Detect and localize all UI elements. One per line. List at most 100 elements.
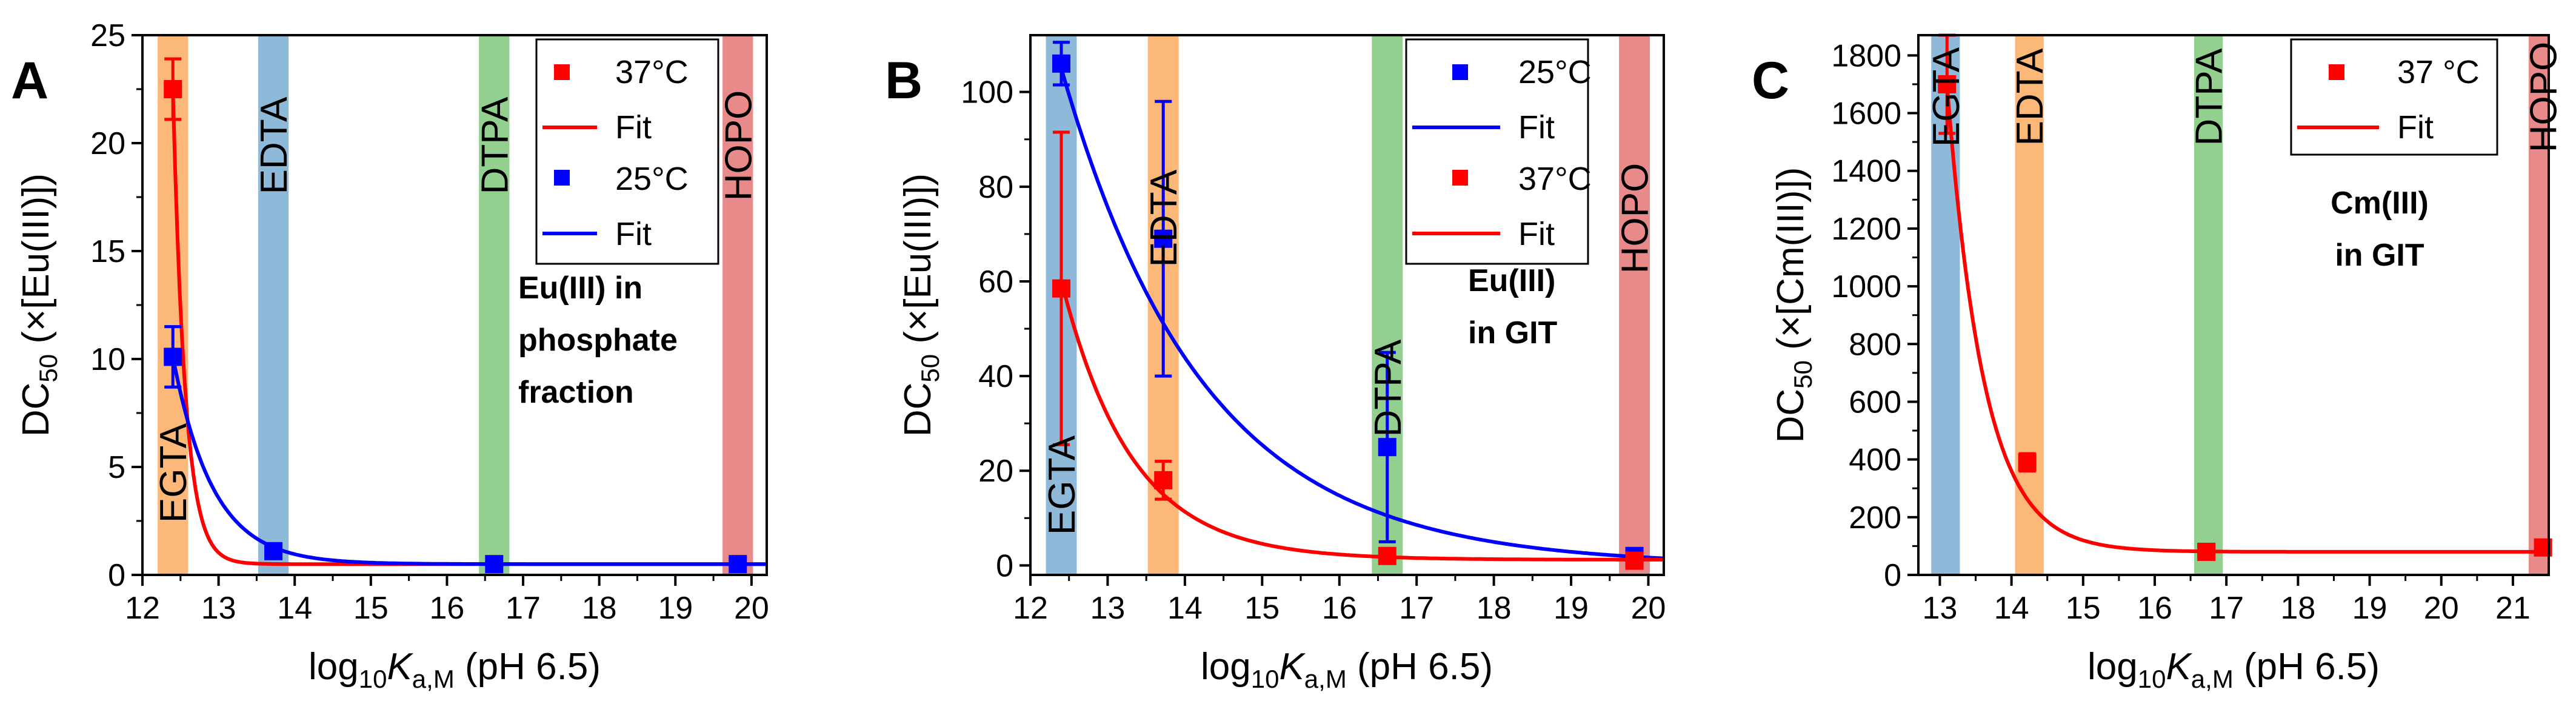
panel-a-band-label-dtpa: DTPA (474, 96, 516, 194)
panel-a-y-tick-label: 20 (90, 126, 125, 161)
panel-c-bands (1931, 35, 2549, 575)
panel-c-x-tick-label: 13 (1923, 591, 1958, 626)
panel-c-band-label-hopo: HOPO (2523, 42, 2565, 153)
panel-b-label: B (885, 52, 923, 110)
panel-c-x-tick-label: 16 (2137, 591, 2172, 626)
panel-a-x-tick-label: 14 (277, 591, 312, 626)
panel-a-legend-text-fit-2: Fit (615, 216, 652, 252)
panel-b-y-tick-label: 60 (978, 264, 1013, 300)
panel-c-band-label-edta: EDTA (2009, 48, 2051, 146)
panel-c-y-tick-label: 800 (1849, 327, 1901, 362)
panel-c-x-tick-label: 21 (2495, 591, 2531, 626)
panel-b-annotation-line-2: in GIT (1468, 315, 1558, 351)
panel-b: 12 13 14 15 16 17 18 19 20 0 20 40 60 80 100 EGTA EDTA D… (885, 34, 1666, 693)
panel-c-y-axis-title: DC50 (×[Cm(III)]) (1770, 167, 1817, 443)
panel-c-x-tick-label: 20 (2424, 591, 2459, 626)
panel-b-legend-frame (1405, 38, 1589, 265)
panel-a-band-label-edta: EDTA (253, 96, 295, 194)
panel-c-plot-frame (1917, 34, 2550, 576)
panel-b-band-label-egta: EGTA (1041, 435, 1083, 535)
panel-a-legend-text-fit-1: Fit (615, 109, 652, 146)
panel-a-label: A (11, 52, 48, 110)
panel-c-band-label-dtpa: DTPA (2189, 48, 2231, 146)
panel-b-x-tick-label: 15 (1244, 591, 1280, 626)
panel-b-y-tick-label: 40 (978, 359, 1013, 394)
panel-c-fits (1945, 84, 2549, 554)
panel-c-x-tick-label: 18 (2280, 591, 2315, 626)
panel-b-x-tick-label: 18 (1477, 591, 1512, 626)
panel-b-axes: 12 13 14 15 16 17 18 19 20 0 20 40 60 80 100 (961, 75, 1666, 626)
panel-c-x-tick-label: 15 (2066, 591, 2101, 626)
panel-b-y-tick-label: 0 (996, 548, 1013, 583)
panel-b-data-point-25c (1052, 54, 1070, 73)
panel-b-band-labels: EGTA EDTA DTPA HOPO (1041, 163, 1657, 535)
panel-a-x-tick-label: 12 (125, 591, 160, 626)
panel-b-plot-frame (1029, 34, 1665, 576)
panel-b-legend: 25°C Fit 37°C Fit (1405, 38, 1592, 265)
panel-b-x-tick-label: 16 (1322, 591, 1357, 626)
panel-a-data-point-25c (729, 555, 747, 574)
panel-a-legend-text-37c: 37°C (615, 54, 689, 90)
panel-a-legend-text-25c: 25°C (615, 161, 689, 197)
panel-a-band-label-hopo: HOPO (718, 90, 759, 201)
panel-c-legend-frame (2290, 38, 2498, 156)
panel-b-data-point-25c (1154, 229, 1173, 248)
panel-b-legend-text-25c: 25°C (1518, 54, 1592, 90)
panel-a-y-tick-label: 0 (108, 558, 125, 593)
panel-b-y-tick-label: 100 (961, 75, 1013, 110)
panel-a-legend: 37°C Fit 25°C Fit (535, 38, 719, 265)
panel-a-x-axis-title: log10Ka,M (pH 6.5) (309, 646, 601, 693)
panel-c-data-point-37c (2197, 542, 2216, 561)
panel-c-x-tick-label: 19 (2352, 591, 2387, 626)
panel-c-band-labels: EGTA EDTA DTPA HOPO (1926, 42, 2565, 153)
panel-c-legend: 37 °C Fit (2290, 38, 2498, 156)
panel-b-x-tick-label: 14 (1167, 591, 1203, 626)
panel-a-y-tick-label: 10 (90, 342, 125, 377)
panel-b-x-tick-label: 13 (1090, 591, 1126, 626)
panel-c-data-point-37c (1938, 75, 1957, 93)
panel-b-points (1052, 41, 1644, 570)
panel-a-y-tick-label: 25 (90, 18, 125, 53)
panel-c-y-tick-label: 0 (1884, 558, 1901, 593)
panel-c-label: C (1752, 52, 1789, 110)
panel-c-annotation-line-1: Cm(III) (2331, 186, 2429, 221)
panel-b-legend-text-37c: 37°C (1518, 161, 1592, 197)
panel-b-data-point-37c (1625, 551, 1644, 570)
panel-c-legend-text-37c: 37 °C (2397, 54, 2480, 90)
panel-a-y-tick-label: 15 (90, 234, 125, 269)
panel-b-x-tick-label: 17 (1399, 591, 1434, 626)
panel-c-band-dtpa (2194, 35, 2223, 575)
panel-c-x-axis-title: log10Ka,M (pH 6.5) (2087, 646, 2380, 693)
panel-b-data-point-37c (1378, 546, 1396, 565)
panel-c-fit-line-37c (1945, 84, 2549, 554)
panel-b-data-point-37c (1052, 279, 1070, 298)
panel-a-data-point-25c (264, 542, 283, 560)
panel-c-y-tick-label: 200 (1849, 500, 1901, 535)
panel-a-x-tick-label: 16 (430, 591, 465, 626)
panel-a-x-tick-label: 13 (201, 591, 236, 626)
panel-c-y-tick-label: 1600 (1831, 96, 1901, 132)
panel-c-y-tick-label: 1200 (1831, 212, 1901, 247)
panel-a-annotation-line-1: Eu(III) in (518, 270, 642, 306)
panel-a-annotation-line-2: phosphate (518, 323, 678, 358)
panel-c-y-tick-label: 1800 (1831, 38, 1901, 73)
panel-b-band-label-hopo: HOPO (1615, 163, 1657, 274)
panel-a-legend-marker-37c (554, 64, 570, 80)
panel-c-data-point-37c (2018, 453, 2037, 472)
panel-a-annotation-line-3: fraction (518, 375, 634, 410)
panel-a-points (164, 57, 747, 574)
panel-b-data-point-25c (1378, 438, 1396, 457)
panel-a-x-tick-label: 19 (658, 591, 693, 626)
panel-b-band-label-edta: EDTA (1143, 169, 1185, 267)
panel-a-band-label-egta: EGTA (153, 423, 195, 523)
panel-a: 12 13 14 15 16 17 18 19 20 0 5 10 15 20 25 EGTA EDTA DTP… (11, 18, 769, 693)
panel-c-y-tick-label: 1400 (1831, 154, 1901, 189)
panel-b-band-label-dtpa: DTPA (1367, 339, 1409, 437)
panel-b-x-tick-label: 20 (1631, 591, 1666, 626)
panel-a-y-tick-label: 5 (108, 450, 125, 485)
panel-c-y-tick-label: 400 (1849, 443, 1901, 478)
panel-b-data-point-37c (1154, 471, 1173, 489)
panel-a-y-axis-title: DC50 (×[Eu(III)]) (15, 173, 62, 437)
panel-a-data-point-25c (164, 347, 182, 366)
panel-a-data-point-25c (485, 555, 504, 574)
